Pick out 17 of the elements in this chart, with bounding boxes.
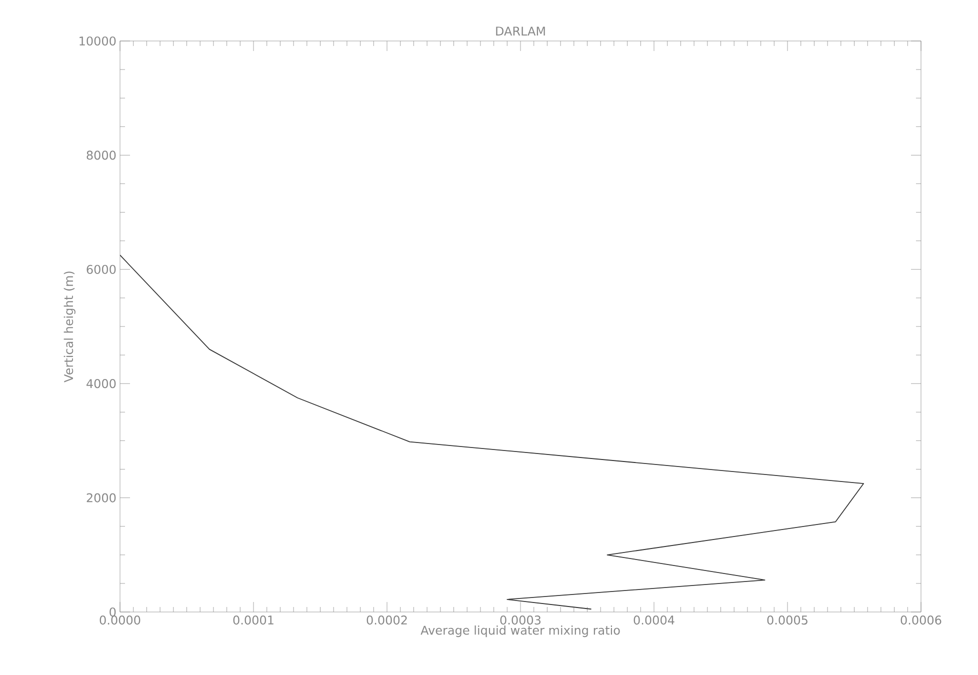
x-tick-label: 0.0006 — [900, 616, 942, 625]
y-tick-label: 4000 — [86, 379, 116, 388]
x-tick-label: 0.0004 — [634, 616, 674, 625]
x-tick-label: 0.0003 — [500, 616, 541, 625]
x-axis-title: Average liquid water mixing ratio — [420, 625, 620, 638]
x-tick-label: 0.0000 — [100, 616, 140, 625]
x-tick-label: 0.0002 — [366, 616, 407, 625]
y-tick-label: 6000 — [86, 264, 116, 274]
chart-title: DARLAM — [496, 26, 545, 36]
y-tick-label: 10000 — [80, 36, 116, 46]
line-series — [120, 254, 864, 610]
x-tick-label: 0.0001 — [233, 616, 274, 625]
x-tick-label: 0.0005 — [767, 616, 808, 625]
y-axis-title: Vertical height (m) — [64, 272, 76, 382]
y-tick-label: 8000 — [86, 150, 116, 160]
y-tick-label: 0 — [110, 607, 116, 617]
y-tick-label: 2000 — [86, 493, 116, 502]
